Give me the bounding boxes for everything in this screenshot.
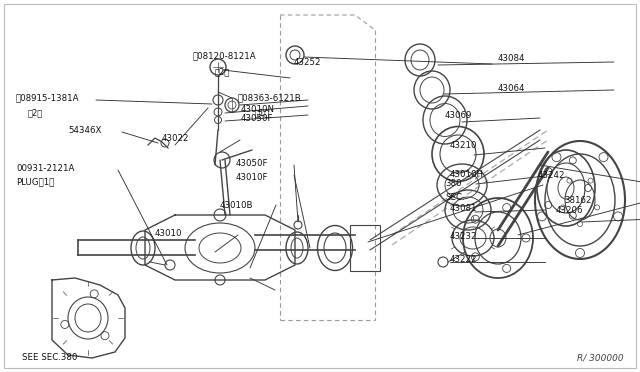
Text: 43010: 43010 (155, 228, 182, 237)
Text: 00931-2121A: 00931-2121A (16, 164, 74, 173)
Text: PLUG（1）: PLUG（1） (16, 177, 54, 186)
Text: Ⓝ08363-6121B: Ⓝ08363-6121B (238, 93, 301, 103)
Text: 43069: 43069 (445, 110, 472, 119)
Text: 43252: 43252 (294, 58, 321, 67)
Text: 43010N: 43010N (241, 105, 275, 113)
Bar (350, 225, 380, 271)
Text: 43010F: 43010F (236, 173, 269, 182)
Text: 43210: 43210 (450, 141, 477, 150)
Text: 43206: 43206 (556, 205, 584, 215)
Text: （2）: （2） (28, 109, 44, 118)
Text: SEE SEC.380: SEE SEC.380 (22, 353, 77, 362)
Text: 43022: 43022 (162, 134, 189, 142)
Text: （2）: （2） (215, 67, 230, 77)
Text: 43232: 43232 (450, 231, 477, 241)
Text: 380: 380 (445, 179, 461, 187)
Text: 54346X: 54346X (68, 125, 101, 135)
Text: 43064: 43064 (498, 83, 525, 93)
Text: 43222: 43222 (450, 256, 477, 264)
Text: （1）: （1） (255, 109, 270, 118)
Text: 43081: 43081 (450, 203, 477, 212)
Text: 43050F: 43050F (241, 113, 273, 122)
Text: SEC.: SEC. (445, 192, 465, 202)
Text: 43050F: 43050F (236, 158, 269, 167)
Text: Ⓐ08120-8121A: Ⓐ08120-8121A (193, 51, 257, 61)
Text: ⓖ08915-1381A: ⓖ08915-1381A (16, 93, 79, 103)
Text: R/ 300000: R/ 300000 (577, 353, 624, 362)
Text: 43010H: 43010H (450, 170, 484, 179)
Text: 43010B: 43010B (220, 201, 253, 209)
Text: 43084: 43084 (498, 54, 525, 62)
Text: 38162: 38162 (564, 196, 591, 205)
Text: 43242: 43242 (538, 170, 566, 180)
